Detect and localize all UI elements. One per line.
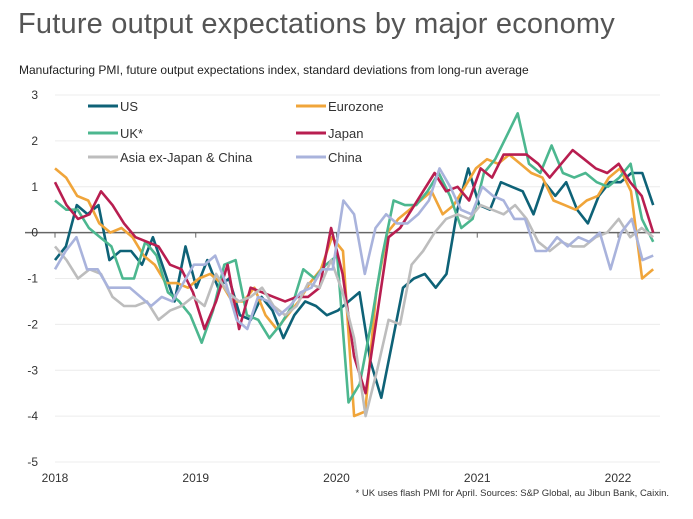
chart-footnote: * UK uses flash PMI for April. Sources: … [355, 488, 669, 499]
y-tick-label: -2 [27, 317, 38, 331]
series-line-japan [53, 148, 655, 395]
legend-label: Asia ex-Japan & China [120, 150, 253, 165]
y-tick-label: -4 [27, 409, 38, 423]
series-line-us [53, 167, 655, 400]
chart-title: Future output expectations by major econ… [18, 8, 615, 40]
legend: US Eurozone UK* Japan Asia ex-Japan & China C… [88, 99, 384, 165]
x-tick-label: 2018 [42, 471, 69, 485]
y-tick-label: 3 [31, 88, 38, 102]
series-line-asia-ex-japan-china [54, 203, 655, 418]
y-tick-label: 2 [31, 134, 38, 148]
x-tick-label: 2021 [464, 471, 491, 485]
series-line-eurozone [54, 153, 655, 418]
legend-label: China [328, 150, 363, 165]
series-line-china [53, 167, 654, 331]
series-lines [53, 112, 655, 418]
legend-label: UK* [120, 126, 143, 141]
y-tick-label: -1 [27, 272, 38, 286]
x-axis-ticks: 2018 2019 2020 2021 2022 [42, 232, 632, 485]
y-tick-label: 1 [31, 180, 38, 194]
legend-label: Eurozone [328, 99, 384, 114]
y-tick-label: 0 [31, 226, 38, 240]
y-tick-label: -3 [27, 363, 38, 377]
chart-subtitle: Manufacturing PMI, future output expecta… [19, 63, 529, 77]
x-tick-label: 2020 [323, 471, 350, 485]
x-tick-label: 2022 [605, 471, 632, 485]
x-tick-label: 2019 [182, 471, 209, 485]
series-line-uk- [54, 112, 655, 404]
y-axis-ticks: 3 2 1 0 -1 -2 -3 -4 -5 [27, 88, 38, 469]
y-tick-label: -5 [27, 455, 38, 469]
legend-label: Japan [328, 126, 363, 141]
legend-label: US [120, 99, 138, 114]
